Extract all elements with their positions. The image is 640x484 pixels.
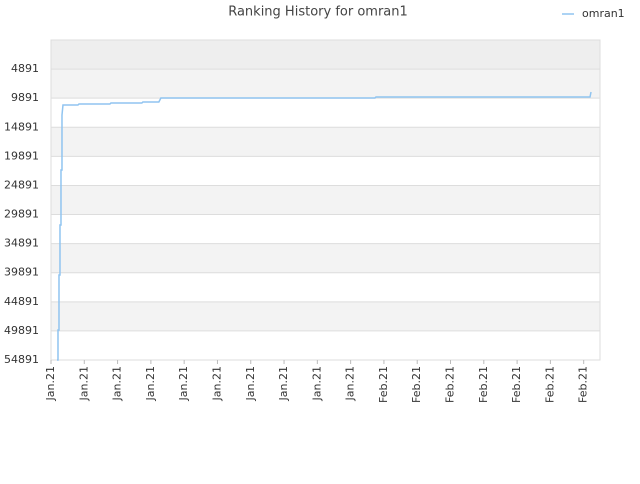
x-tick-label: Feb.21	[410, 366, 423, 403]
grid-band	[51, 243, 600, 273]
y-tick-label: 9891	[11, 91, 39, 104]
x-tick-label: Jan.21	[44, 366, 57, 401]
y-tick-label: 54891	[4, 353, 39, 366]
x-tick-label: Jan.21	[277, 366, 290, 401]
grid-band	[51, 156, 600, 186]
grid-band	[51, 330, 600, 360]
x-tick-label: Jan.21	[244, 366, 257, 401]
y-tick-label: 39891	[4, 266, 39, 279]
y-tick-label: 44891	[4, 295, 39, 308]
line-series	[56, 91, 592, 361]
legend-label: omran1	[582, 7, 625, 20]
grid-band	[51, 69, 600, 99]
y-tick-label: 29891	[4, 208, 39, 221]
y-tick-label: 34891	[4, 237, 39, 250]
x-tick-label: Feb.21	[377, 366, 390, 403]
chart-title: Ranking History for omran1	[228, 5, 408, 20]
background	[51, 40, 600, 360]
x-tick-label: Jan.21	[344, 366, 357, 401]
plot-border	[50, 39, 601, 361]
y-tick-label: 49891	[4, 324, 39, 337]
grid-band	[51, 272, 600, 302]
x-tick-label: Jan.21	[177, 366, 190, 401]
y-tick-label: 4891	[11, 62, 39, 75]
x-tick-label: Jan.21	[144, 366, 157, 401]
x-tick-label: Jan.21	[210, 366, 223, 401]
x-tick-label: Jan.21	[77, 366, 90, 401]
x-tick-label: Feb.21	[477, 366, 490, 403]
y-tick-label: 24891	[4, 178, 39, 191]
x-tick-label: Feb.21	[577, 366, 590, 403]
x-tick-label: Feb.21	[510, 366, 523, 403]
y-tick-label: 19891	[4, 149, 39, 162]
x-tick-label: Jan.21	[111, 366, 124, 401]
grid-band	[51, 214, 600, 244]
grid-band	[51, 301, 600, 331]
x-tick-label: Jan.21	[310, 366, 323, 401]
y-tick-label: 14891	[4, 120, 39, 133]
grid-band	[51, 127, 600, 157]
x-tick-label: Feb.21	[444, 366, 457, 403]
grid-band	[51, 185, 600, 215]
x-tick-label: Feb.21	[543, 366, 556, 403]
